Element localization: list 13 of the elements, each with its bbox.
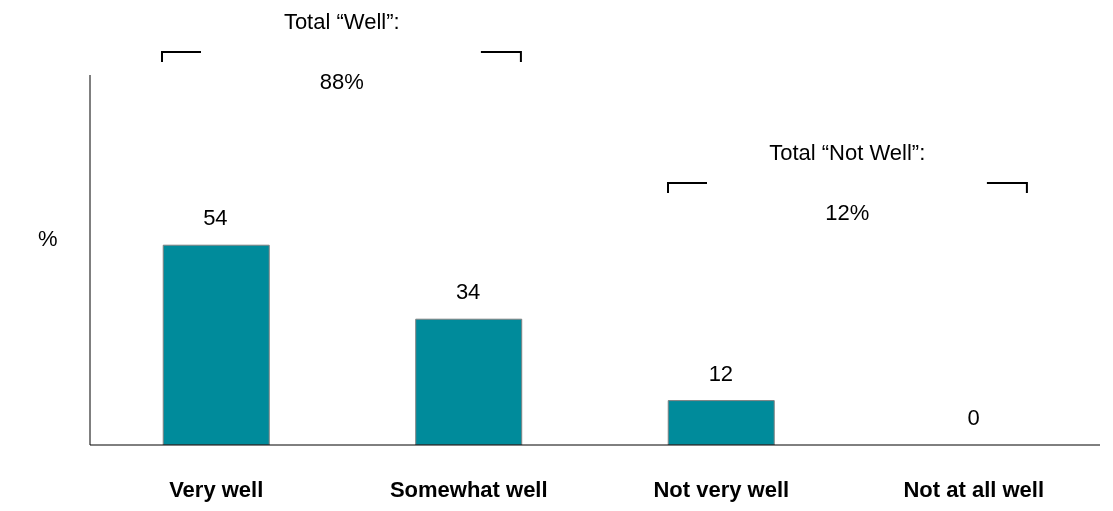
text: Total “Well”: — [282, 9, 401, 35]
data-label: 0 — [966, 405, 981, 431]
annotation: 88% — [318, 69, 365, 95]
data-label: 34 — [454, 279, 482, 306]
y-axis-title: % — [38, 226, 58, 252]
data-label: 12 — [707, 360, 735, 387]
x-tick-label: Somewhat well — [389, 476, 548, 502]
annotation: 12% — [824, 200, 871, 226]
annotation: Total “Not Well”: — [768, 140, 927, 166]
x-tick-label: Not very well — [653, 476, 790, 502]
x-tick-label: Very well — [169, 476, 264, 502]
x-tick-label: Not at all well — [903, 476, 1045, 502]
data-label: 54 — [202, 205, 229, 232]
